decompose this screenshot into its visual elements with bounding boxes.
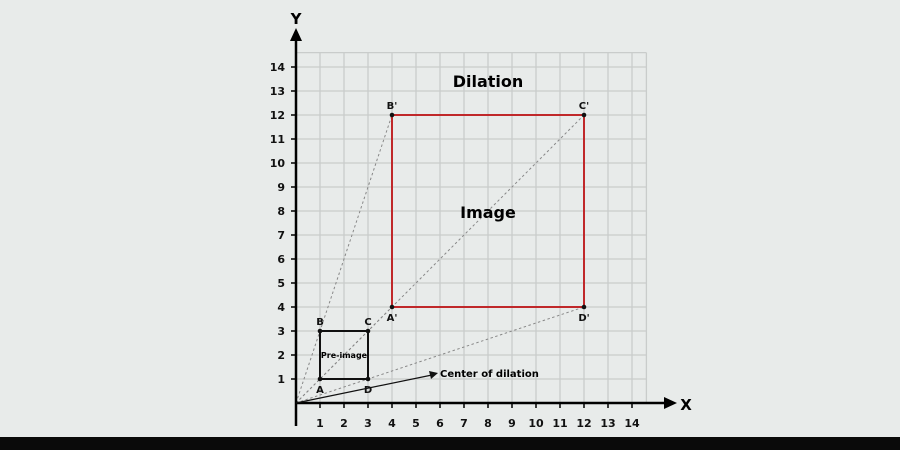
- y-tick-label: 8: [277, 205, 285, 218]
- vertex-dot: [317, 328, 323, 334]
- y-tick-label: 10: [270, 157, 286, 170]
- bottom-bar: [0, 437, 900, 450]
- vertex-dot: [389, 304, 395, 310]
- x-tick-label: 13: [600, 417, 615, 430]
- x-tick-label: 2: [340, 417, 348, 430]
- vertex-label: D: [364, 385, 372, 396]
- y-tick-label: 12: [270, 109, 285, 122]
- x-axis-label: X: [680, 396, 692, 414]
- image-label: Image: [460, 203, 516, 222]
- dilation-rays: [295, 114, 585, 404]
- y-tick-label: 11: [270, 133, 285, 146]
- pointer-arrow-icon: [429, 371, 438, 379]
- vertex-dot: [365, 376, 371, 382]
- x-tick-label: 4: [388, 417, 396, 430]
- center-pointer-line: [295, 374, 433, 404]
- x-tick-label: 14: [624, 417, 640, 430]
- dilation-ray: [295, 306, 585, 404]
- pre-image-label: Pre-image: [321, 351, 368, 360]
- y-axis-label: Y: [290, 10, 303, 28]
- vertex-dot: [389, 112, 395, 118]
- x-tick-label: 1: [316, 417, 324, 430]
- vertex-label: A: [316, 385, 324, 396]
- vertex-dot: [317, 376, 323, 382]
- y-tick-label: 5: [277, 277, 285, 290]
- x-tick-label: 9: [508, 417, 516, 430]
- vertex-label: C: [364, 317, 371, 328]
- y-tick-label: 6: [277, 253, 285, 266]
- vertex-label: A': [387, 313, 398, 324]
- y-tick-label: 13: [270, 85, 285, 98]
- vertex-label: B': [387, 101, 398, 112]
- vertex-dot: [581, 112, 587, 118]
- axes: [290, 28, 677, 426]
- x-tick-label: 12: [576, 417, 591, 430]
- vertices: A B C D A' B' C' D': [316, 101, 590, 396]
- y-axis-arrow-icon: [290, 28, 302, 41]
- diagram-title: Dilation: [453, 72, 524, 91]
- x-axis-arrow-icon: [664, 397, 677, 409]
- dilation-ray: [295, 114, 393, 404]
- y-tick-label: 2: [277, 349, 285, 362]
- x-tick-label: 6: [436, 417, 444, 430]
- x-tick-label: 3: [364, 417, 372, 430]
- center-of-dilation-label: Center of dilation: [440, 369, 539, 380]
- y-tick-label: 9: [277, 181, 285, 194]
- y-tick-label: 14: [270, 61, 286, 74]
- vertex-label: B: [316, 317, 324, 328]
- vertex-label: C': [579, 101, 589, 112]
- x-tick-label: 5: [412, 417, 420, 430]
- vertex-label: D': [578, 313, 589, 324]
- x-tick-label: 11: [552, 417, 567, 430]
- y-tick-label: 3: [277, 325, 285, 338]
- grid: [296, 51, 648, 403]
- y-tick-label: 4: [277, 301, 285, 314]
- vertex-dot: [365, 328, 371, 334]
- y-tick-label: 7: [277, 229, 285, 242]
- x-tick-label: 7: [460, 417, 468, 430]
- x-tick-label: 8: [484, 417, 492, 430]
- y-tick-label: 1: [277, 373, 285, 386]
- x-tick-label: 10: [528, 417, 544, 430]
- vertex-dot: [581, 304, 587, 310]
